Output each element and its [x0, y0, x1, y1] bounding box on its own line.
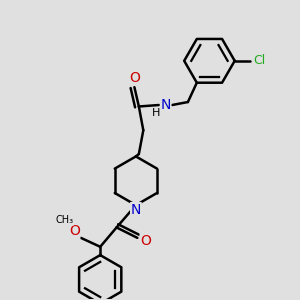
Text: O: O [69, 224, 80, 238]
Text: N: N [131, 202, 141, 217]
Text: O: O [140, 234, 151, 248]
Text: Cl: Cl [253, 54, 265, 67]
Text: CH₃: CH₃ [56, 215, 74, 225]
Text: O: O [129, 71, 140, 85]
Text: N: N [160, 98, 171, 112]
Text: H: H [152, 108, 160, 118]
